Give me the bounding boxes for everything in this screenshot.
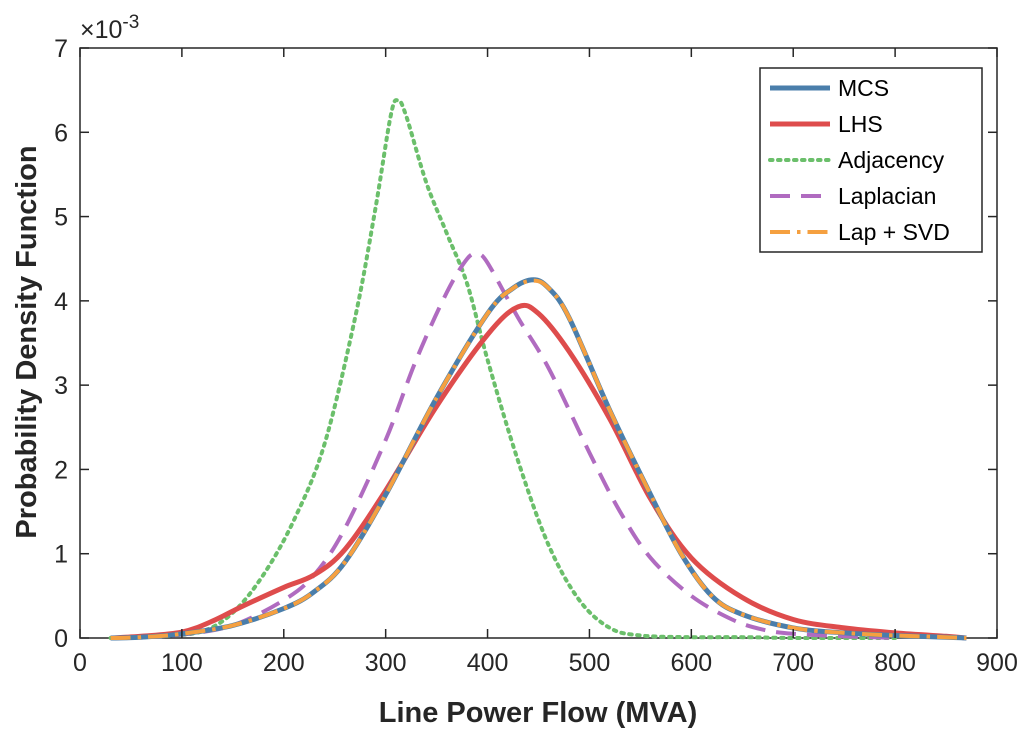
y-axis-label: Probability Density Function	[11, 145, 43, 538]
ticks-layer: 0 100 200 300 400 500 600 700 800 900 0 1 2 3 4 5 6 7	[54, 35, 1018, 677]
x-tick-label: 0	[73, 649, 87, 677]
plot-border	[79, 47, 998, 639]
legend: MCS LHS Adjacency Laplacian Lap + SVD	[759, 67, 983, 253]
y-tick-label: 4	[54, 288, 68, 316]
x-tick-label: 400	[467, 649, 509, 677]
x-axis-label: Line Power Flow (MVA)	[379, 697, 697, 729]
series-layer	[108, 98, 967, 641]
legend-label: Lap + SVD	[838, 219, 950, 245]
y-tick-label: 5	[54, 204, 68, 232]
y-tick-label: 0	[54, 625, 68, 653]
series-line-lhs	[110, 302, 967, 641]
series-line-laplacian	[110, 251, 896, 640]
series-line-lap-svd	[110, 278, 967, 640]
x-tick-label: 100	[161, 649, 203, 677]
legend-label: Adjacency	[838, 147, 945, 173]
x-tick-label: 500	[569, 649, 611, 677]
y-tick-label: 2	[54, 456, 68, 484]
legend-label: MCS	[838, 75, 889, 101]
x-tick-label: 600	[670, 649, 712, 677]
x-tick-label: 900	[976, 649, 1018, 677]
series-line-mcs	[110, 277, 967, 641]
y-exponent-label: ×10-3	[80, 12, 139, 44]
x-tick-label: 700	[772, 649, 814, 677]
x-tick-label: 200	[263, 649, 305, 677]
x-tick-label: 300	[365, 649, 407, 677]
y-tick-label: 1	[54, 541, 68, 569]
x-tick-label: 800	[874, 649, 916, 677]
legend-label: LHS	[838, 111, 883, 137]
y-tick-label: 3	[54, 372, 68, 400]
legend-label: Laplacian	[838, 183, 936, 209]
y-tick-label: 6	[54, 119, 68, 147]
y-tick-label: 7	[54, 35, 68, 63]
plot-area-frame	[79, 47, 998, 639]
series-line-adjacency	[108, 98, 898, 641]
